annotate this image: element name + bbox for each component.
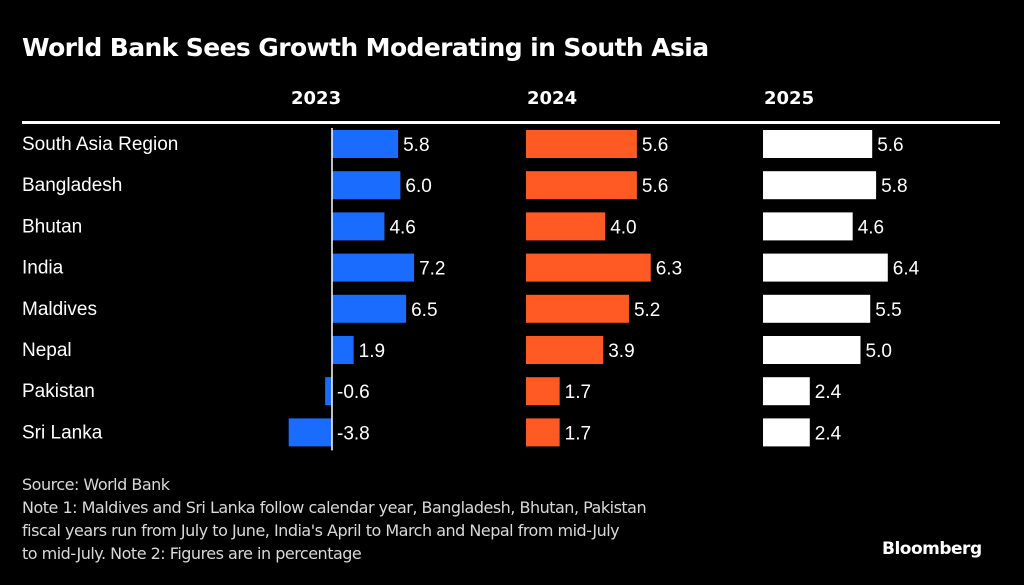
data-label: 2.4 — [815, 423, 842, 444]
column-header-2024: 2024 — [527, 88, 578, 109]
bar-2024-maldives — [526, 294, 629, 323]
data-label: 7.2 — [419, 259, 445, 280]
data-label: 6.5 — [411, 300, 437, 321]
category-label: Maldives — [22, 299, 97, 320]
category-label: South Asia Region — [22, 134, 178, 155]
bar-2024-india — [526, 253, 651, 282]
bar-2023-sri-lanka — [288, 418, 332, 447]
bar-2023-maldives — [332, 294, 407, 323]
column-header-2025: 2025 — [764, 88, 815, 109]
data-label: -0.6 — [337, 382, 370, 403]
data-label: 5.8 — [403, 135, 429, 156]
category-label: Pakistan — [22, 381, 95, 402]
data-label: 5.8 — [881, 176, 907, 197]
bar-2025-nepal — [763, 336, 861, 364]
bar-2024-sri-lanka — [526, 418, 560, 447]
category-label: Bangladesh — [22, 175, 122, 196]
category-label: Sri Lanka — [22, 422, 103, 443]
bar-2024-bhutan — [526, 212, 606, 241]
bloomberg-logo: Bloomberg — [882, 539, 982, 559]
data-label: 6.3 — [656, 259, 682, 280]
data-label: 5.6 — [642, 176, 668, 197]
bar-2023-india — [332, 253, 415, 282]
footnotes: Source: World Bank Note 1: Maldives and … — [22, 473, 647, 565]
category-label: Nepal — [22, 340, 72, 361]
note-line: to mid-July. Note 2: Figures are in perc… — [22, 544, 362, 563]
bar-2025-maldives — [763, 294, 871, 323]
bar-2024-pakistan — [526, 377, 560, 406]
bar-2024-nepal — [526, 336, 604, 364]
bar-2025-bhutan — [763, 212, 853, 241]
bar-2023-pakistan — [325, 377, 332, 406]
data-label: 4.6 — [389, 217, 415, 238]
column-header-2023: 2023 — [291, 88, 342, 109]
data-label: 1.7 — [565, 423, 591, 444]
data-label: 5.6 — [877, 135, 903, 156]
data-label: 6.4 — [893, 259, 920, 280]
header-rule — [22, 121, 1000, 124]
note-line: fiscal years run from July to June, Indi… — [22, 521, 620, 540]
data-label: 2.4 — [815, 382, 842, 403]
data-label: 3.9 — [608, 341, 634, 362]
bar-2024-south-asia-region — [526, 130, 637, 158]
data-label: 5.6 — [642, 135, 668, 156]
bar-2023-south-asia-region — [332, 130, 399, 158]
bar-2024-bangladesh — [526, 171, 637, 200]
bar-2023-bhutan — [332, 212, 385, 241]
bar-2025-india — [763, 253, 888, 282]
data-label: 4.0 — [610, 217, 636, 238]
data-label: 5.0 — [866, 341, 892, 362]
chart-title: World Bank Sees Growth Moderating in Sou… — [22, 33, 709, 62]
data-label: -3.8 — [337, 423, 370, 444]
bar-2023-nepal — [332, 336, 354, 364]
bar-2023-bangladesh — [332, 171, 401, 200]
bar-2025-south-asia-region — [763, 130, 873, 158]
bar-2025-sri-lanka — [763, 418, 810, 447]
data-label: 5.2 — [634, 300, 660, 321]
category-label: Bhutan — [22, 216, 82, 237]
note-line: Note 1: Maldives and Sri Lanka follow ca… — [22, 498, 647, 517]
source-text: Source: World Bank — [22, 475, 170, 494]
data-label: 1.9 — [359, 341, 385, 362]
data-label: 5.5 — [875, 300, 901, 321]
data-label: 1.7 — [565, 382, 591, 403]
data-label: 6.0 — [405, 176, 431, 197]
bar-2025-bangladesh — [763, 171, 877, 200]
bar-2025-pakistan — [763, 377, 810, 406]
data-label: 4.6 — [858, 217, 884, 238]
category-label: India — [22, 258, 64, 279]
